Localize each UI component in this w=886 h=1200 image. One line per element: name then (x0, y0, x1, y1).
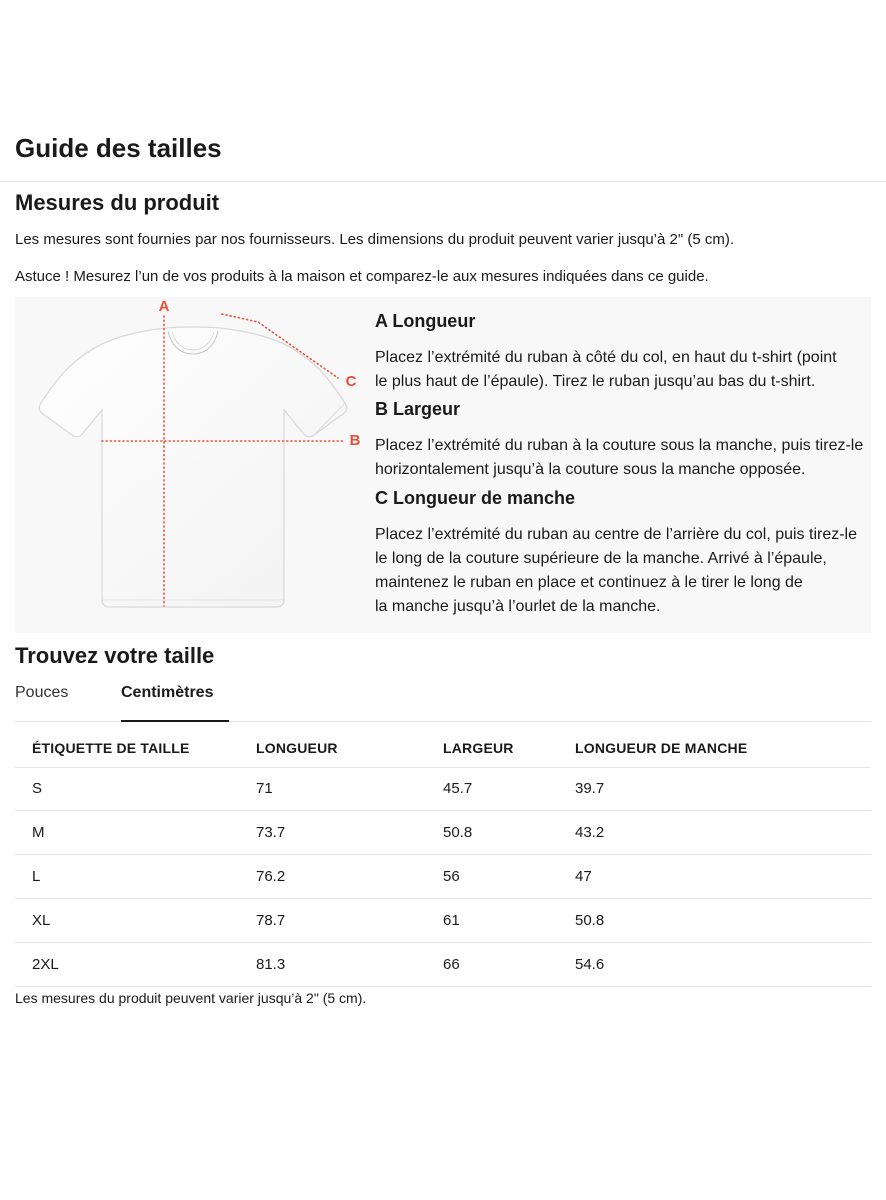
svg-text:A: A (159, 300, 170, 315)
svg-text:B: B (350, 432, 361, 449)
svg-text:C: C (346, 373, 357, 390)
